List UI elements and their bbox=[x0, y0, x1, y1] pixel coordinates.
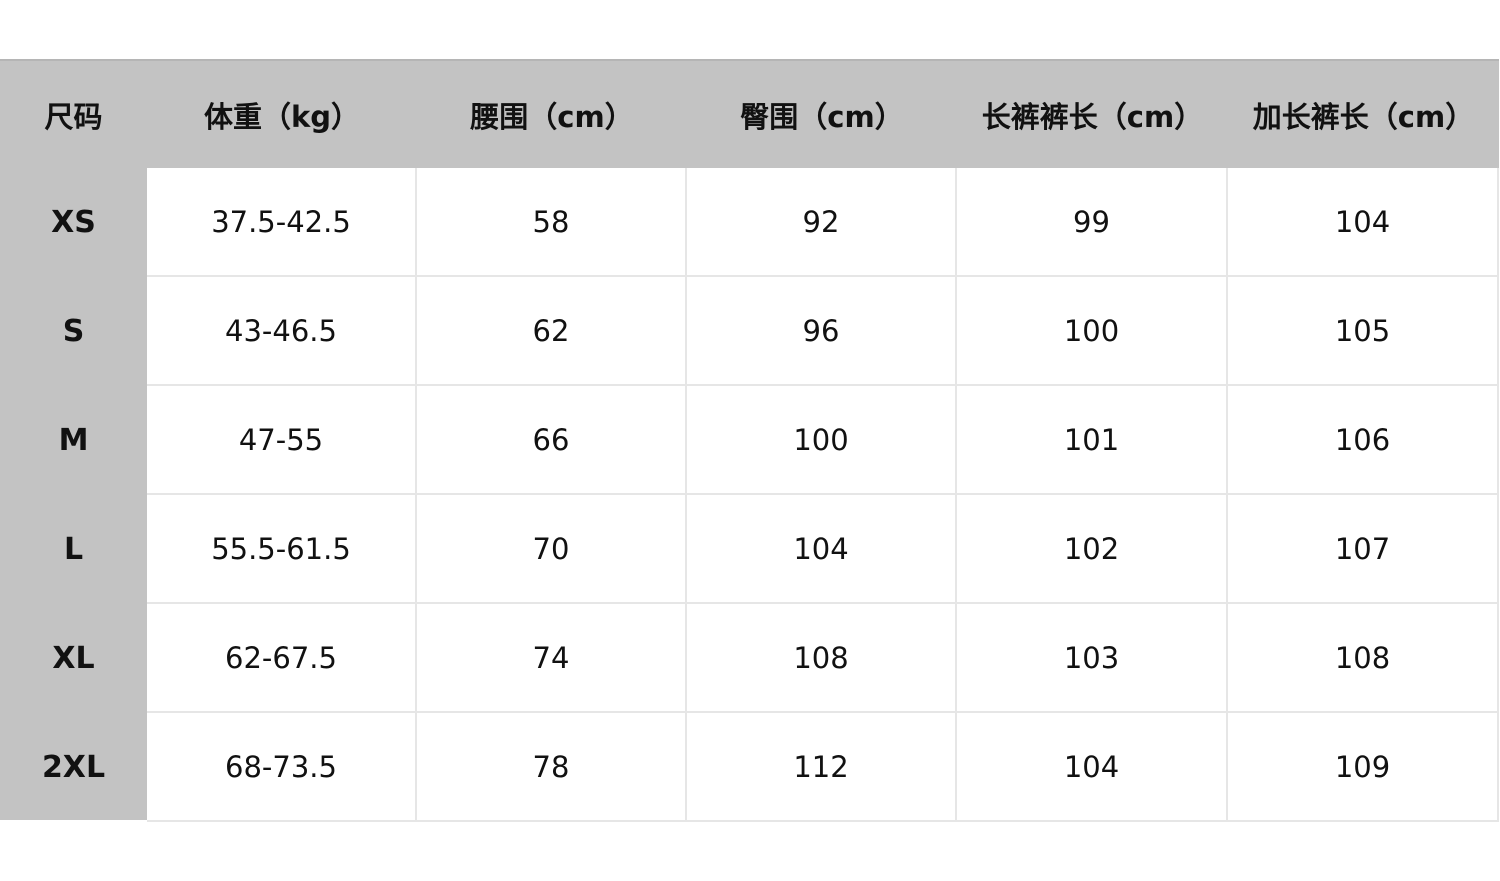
table-cell: 101 bbox=[957, 386, 1228, 495]
column-header: 长裤裤长（cm） bbox=[981, 99, 1204, 134]
table-cell: 37.5-42.5 bbox=[147, 168, 417, 277]
size-label: XL bbox=[52, 641, 95, 676]
table-cell: 99 bbox=[957, 168, 1228, 277]
table-cell: 62 bbox=[417, 277, 687, 386]
size-label: XS bbox=[51, 205, 96, 240]
table-cell: 107 bbox=[1228, 495, 1499, 604]
table-cell: 112 bbox=[687, 713, 957, 822]
column-header: 加长裤长（cm） bbox=[1252, 99, 1475, 134]
size-label: S bbox=[62, 314, 85, 349]
size-chart-table: 尺码 体重（kg） 腰围（cm） 臀围（cm） 长裤裤长（cm） 加长裤长（cm） XS 37… bbox=[0, 59, 1499, 822]
size-label: M bbox=[58, 423, 89, 458]
table-cell: 104 bbox=[957, 713, 1228, 822]
table-cell: 102 bbox=[957, 495, 1228, 604]
table-cell: 106 bbox=[1228, 386, 1499, 495]
table-cell: 104 bbox=[687, 495, 957, 604]
column-header: 尺码 bbox=[44, 99, 103, 134]
table-cell: 58 bbox=[417, 168, 687, 277]
table-cell: 105 bbox=[1228, 277, 1499, 386]
size-label: L bbox=[63, 532, 84, 567]
table-cell: 55.5-61.5 bbox=[147, 495, 417, 604]
table-cell: 43-46.5 bbox=[147, 277, 417, 386]
size-label: 2XL bbox=[41, 750, 106, 785]
table-cell: 78 bbox=[417, 713, 687, 822]
table-cell: 68-73.5 bbox=[147, 713, 417, 822]
table-cell: 109 bbox=[1228, 713, 1499, 822]
table-cell: 100 bbox=[957, 277, 1228, 386]
column-header: 体重（kg） bbox=[203, 99, 361, 134]
table-cell: 62-67.5 bbox=[147, 604, 417, 713]
table-cell: 104 bbox=[1228, 168, 1499, 277]
table-cell: 108 bbox=[687, 604, 957, 713]
table-cell: 66 bbox=[417, 386, 687, 495]
column-header: 腰围（cm） bbox=[470, 99, 634, 134]
table-cell: 47-55 bbox=[147, 386, 417, 495]
table-cell: 92 bbox=[687, 168, 957, 277]
table-cell: 96 bbox=[687, 277, 957, 386]
table-cell: 108 bbox=[1228, 604, 1499, 713]
table-cell: 70 bbox=[417, 495, 687, 604]
table-cell: 100 bbox=[687, 386, 957, 495]
table-cell: 103 bbox=[957, 604, 1228, 713]
table-cell: 74 bbox=[417, 604, 687, 713]
column-header: 臀围（cm） bbox=[740, 99, 904, 134]
